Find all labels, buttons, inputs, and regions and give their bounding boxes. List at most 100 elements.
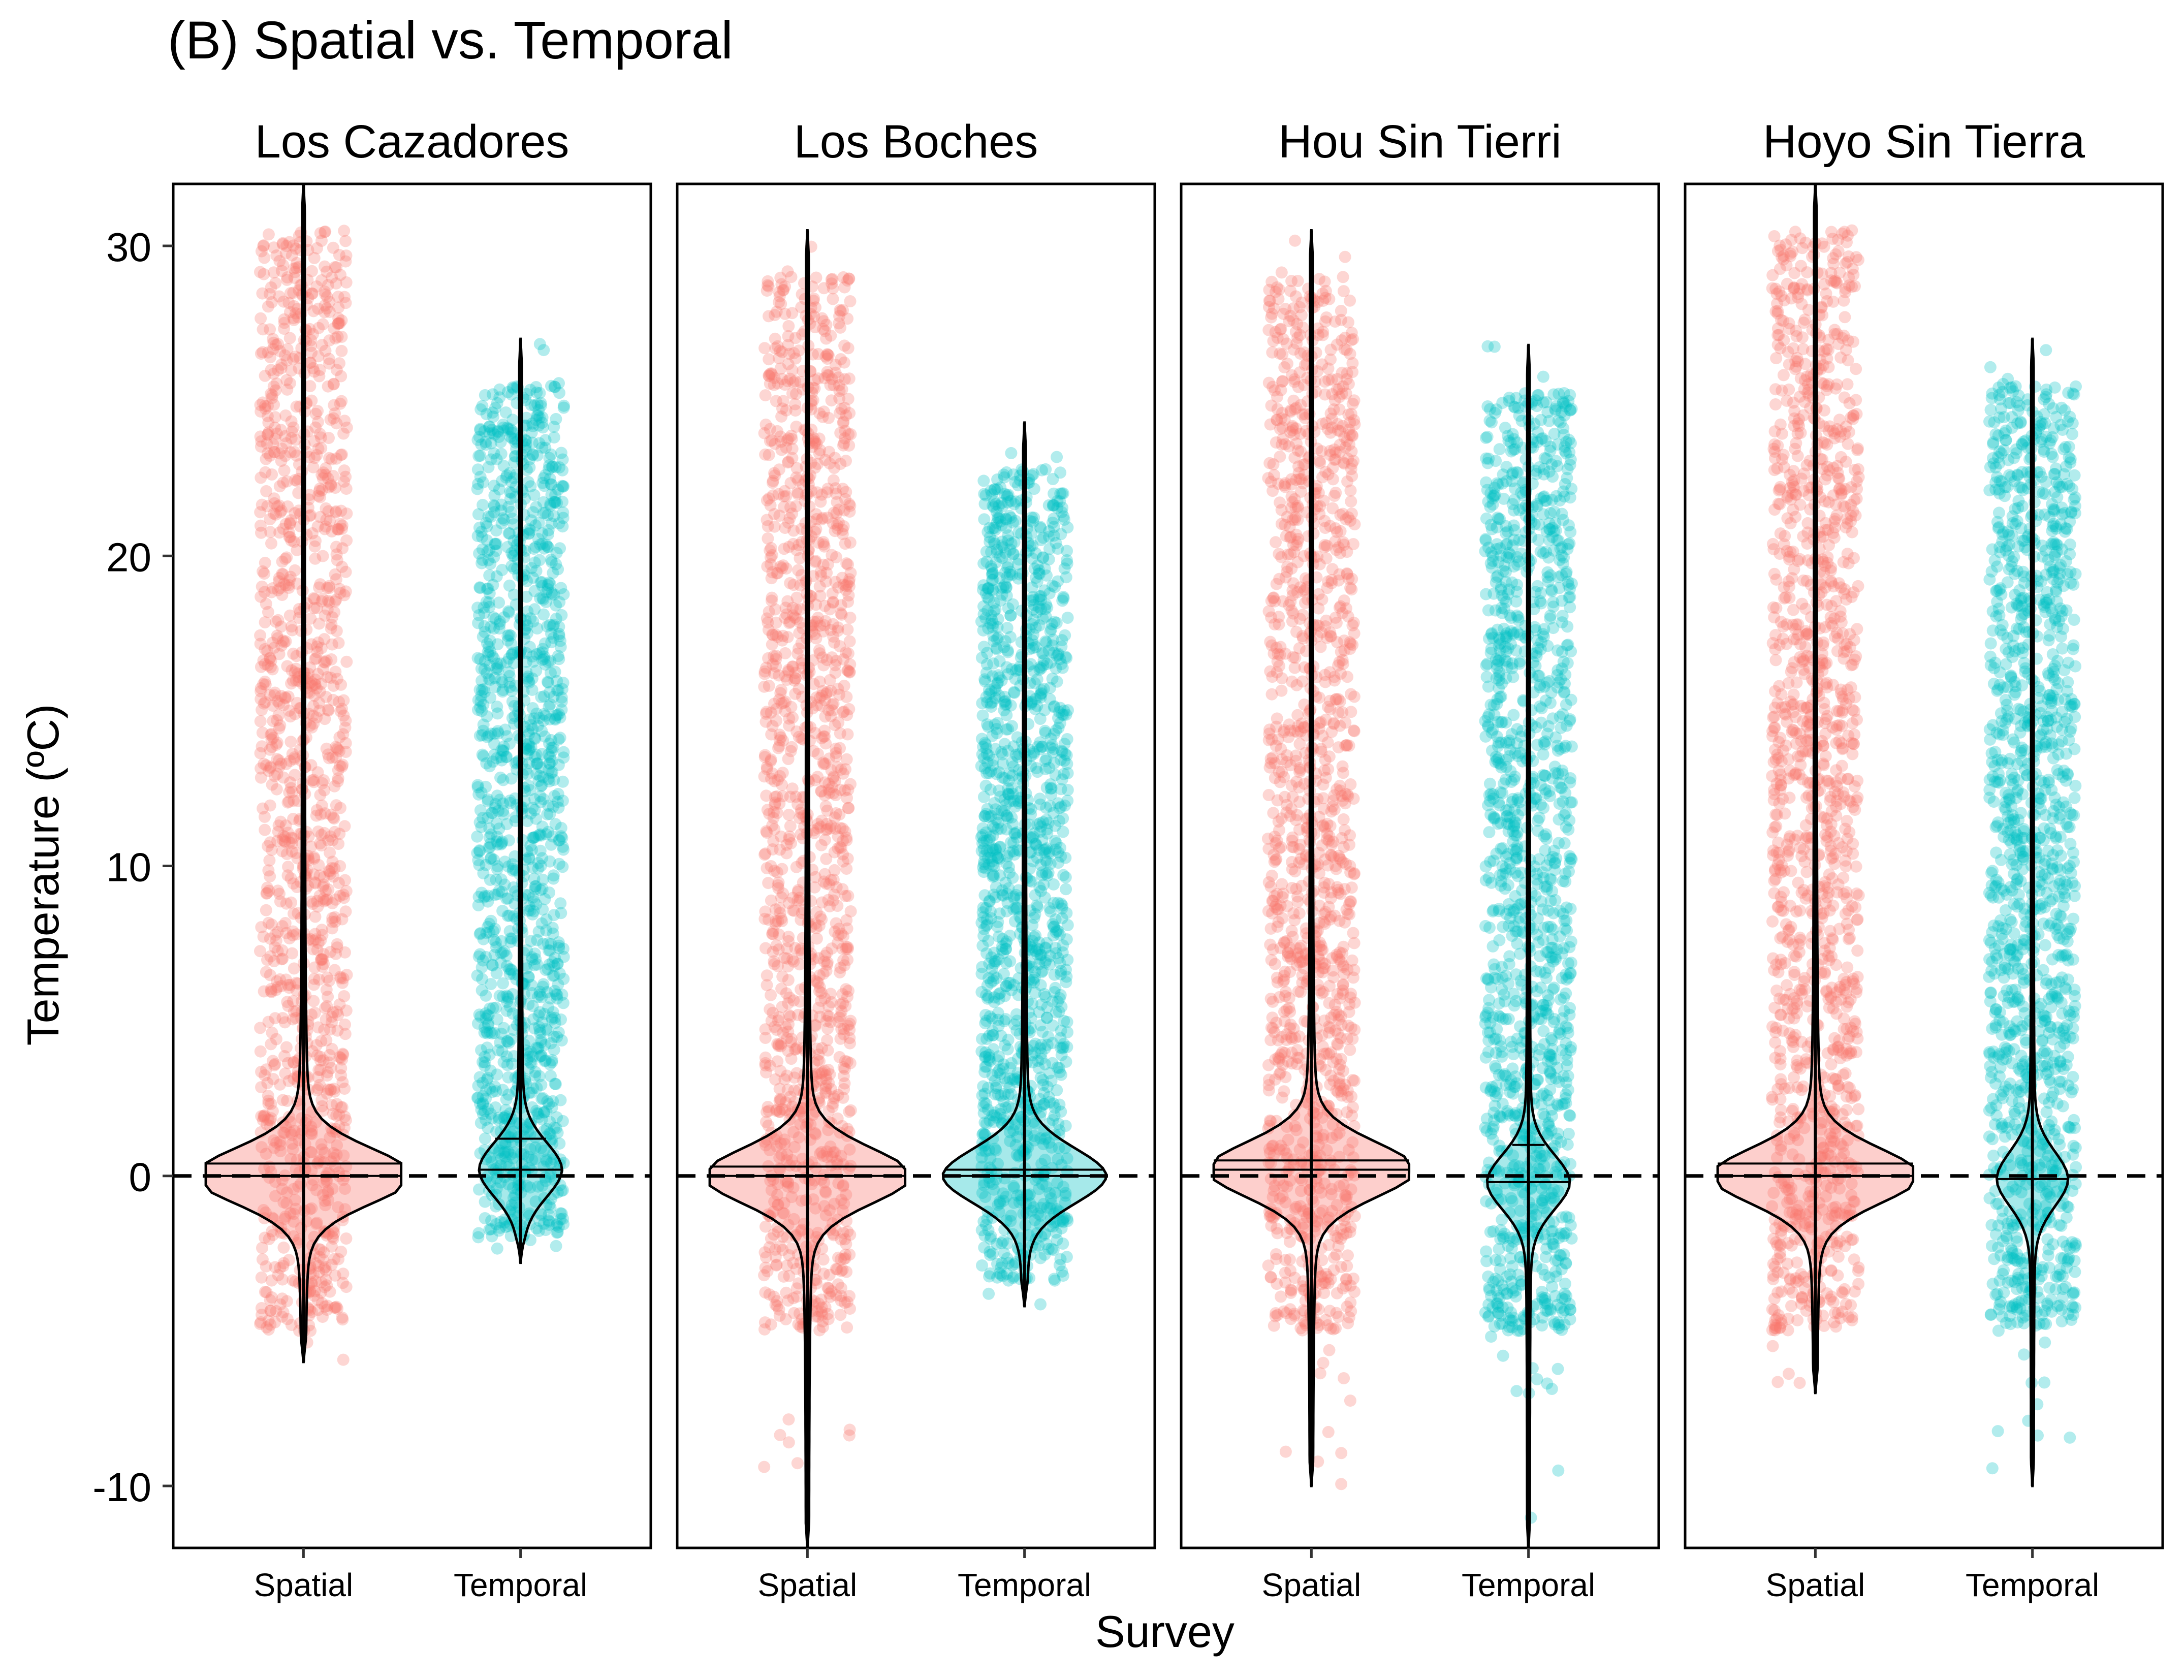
data-point [1052, 721, 1065, 734]
data-point [315, 953, 328, 966]
data-point [315, 1094, 328, 1106]
data-point [1060, 1251, 1073, 1263]
data-point [557, 401, 570, 414]
data-point [829, 366, 842, 379]
data-point [794, 895, 806, 907]
data-point [844, 1104, 857, 1117]
data-point [488, 499, 500, 512]
data-point [257, 323, 269, 336]
data-point [488, 802, 501, 814]
data-point [761, 1105, 773, 1118]
data-point [309, 928, 322, 940]
data-point [262, 1089, 274, 1102]
data-point [330, 541, 342, 553]
data-point [255, 660, 267, 673]
data-point [502, 500, 515, 513]
data-point [830, 750, 842, 763]
data-point [838, 339, 851, 352]
data-point [265, 281, 277, 294]
data-point [265, 388, 277, 400]
data-point [838, 1077, 851, 1090]
data-point [320, 1274, 332, 1286]
data-point [480, 1012, 492, 1025]
data-point [277, 699, 290, 711]
data-point [821, 353, 834, 365]
data-point [555, 609, 568, 621]
data-point [283, 332, 296, 344]
data-point [817, 536, 830, 549]
data-point [321, 1304, 333, 1316]
data-point [326, 1016, 338, 1029]
data-point [288, 535, 300, 548]
data-point [273, 648, 286, 660]
data-point [502, 860, 515, 873]
data-point [502, 1088, 515, 1101]
data-point [312, 825, 325, 838]
data-point [837, 767, 849, 780]
data-point [498, 611, 511, 624]
data-point [336, 703, 348, 715]
data-point [268, 492, 280, 505]
data-point [287, 832, 299, 845]
data-point [325, 478, 337, 491]
data-point [309, 877, 322, 890]
data-point [276, 442, 288, 455]
data-point [759, 942, 772, 955]
data-point [269, 1261, 281, 1274]
data-point [553, 461, 565, 473]
data-point [822, 1076, 835, 1089]
data-point [544, 855, 556, 868]
data-point [1006, 818, 1019, 831]
data-point [313, 696, 326, 709]
data-point [1005, 447, 1018, 459]
data-point [309, 552, 322, 565]
data-point [261, 881, 274, 894]
data-point [523, 527, 535, 540]
data-point [259, 643, 271, 655]
data-point [315, 1297, 328, 1310]
data-point [844, 905, 857, 917]
data-point [775, 982, 788, 995]
data-point [783, 512, 796, 525]
data-point [758, 751, 771, 764]
data-point [309, 534, 322, 547]
data-point [282, 1254, 295, 1266]
data-point [503, 628, 515, 641]
data-point [254, 506, 267, 519]
data-point [280, 1295, 293, 1308]
data-point [338, 892, 351, 904]
data-point [835, 1264, 847, 1277]
data-point [339, 721, 352, 734]
data-point [330, 1301, 343, 1313]
data-point [269, 686, 281, 699]
data-point [819, 800, 832, 813]
data-point [483, 569, 496, 582]
data-point [843, 407, 856, 420]
data-point [264, 932, 276, 945]
data-point [985, 546, 998, 558]
data-point [977, 474, 990, 487]
data-point [268, 446, 281, 459]
data-point [279, 518, 292, 530]
data-point [257, 240, 270, 252]
data-point [477, 718, 490, 731]
data-point [266, 296, 278, 308]
data-point [1050, 537, 1062, 549]
data-point [323, 305, 336, 318]
data-point [337, 1353, 350, 1366]
data-point [476, 531, 488, 544]
data-point [316, 1311, 329, 1323]
data-point [337, 427, 350, 440]
data-point [779, 378, 791, 391]
data-point [308, 972, 321, 985]
data-point [310, 809, 323, 822]
data-point [279, 553, 292, 565]
data-point [263, 854, 276, 867]
data-point [340, 1004, 353, 1017]
data-point [507, 647, 520, 659]
data-point [323, 974, 336, 987]
data-point [318, 1156, 330, 1168]
data-point [322, 748, 334, 761]
data-point [319, 713, 331, 725]
data-point [1042, 553, 1055, 566]
